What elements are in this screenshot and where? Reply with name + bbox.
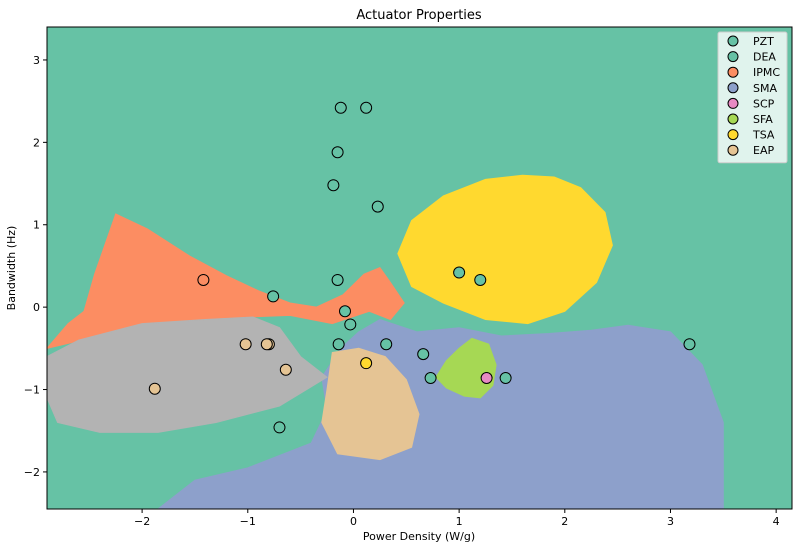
point-pzt-2 <box>331 146 344 159</box>
y-tick-label: 0 <box>33 301 40 314</box>
point-eap-3 <box>279 363 292 376</box>
point-pzt-8 <box>344 318 357 331</box>
point-scp-0 <box>480 371 493 384</box>
legend-marker-tsa <box>727 129 739 141</box>
y-tick-label: −1 <box>24 384 40 397</box>
point-pzt-3 <box>327 179 340 192</box>
point-pzt-0 <box>334 101 347 114</box>
region-eap_gray <box>47 316 328 433</box>
point-pzt-4 <box>371 200 384 213</box>
legend-marker-eap <box>727 144 739 156</box>
point-pzt-9 <box>332 338 345 351</box>
region-sfa <box>435 337 497 399</box>
point-pzt-12 <box>683 338 696 351</box>
legend-marker-dea <box>727 51 739 63</box>
y-axis-ticks: −2 −1 0 1 2 3 <box>24 54 47 479</box>
point-dea-3 <box>499 371 512 384</box>
x-tick-label: −2 <box>134 515 150 528</box>
x-tick-label: 4 <box>773 515 780 528</box>
legend-marker-scp <box>727 97 739 109</box>
y-tick-label: 2 <box>33 136 40 149</box>
point-pzt-5 <box>331 273 344 286</box>
x-tick-label: 3 <box>667 515 674 528</box>
point-pzt-1 <box>360 101 373 114</box>
y-axis-label: Bandwidth (Hz) <box>5 226 18 311</box>
legend-label-pzt: PZT <box>753 35 774 48</box>
chart-title: Actuator Properties <box>356 8 482 23</box>
legend-label-ipmc: IPMC <box>753 66 780 79</box>
legend-label-scp: SCP <box>753 97 775 110</box>
region-sma <box>157 318 724 509</box>
point-ipmc-0 <box>197 273 210 286</box>
point-dea-2 <box>424 371 437 384</box>
legend: PZT DEA IPMC SMA SCP SFA TSA EAP <box>717 31 788 164</box>
x-axis-label: Power Density (W/g) <box>363 530 475 543</box>
point-eap-0 <box>239 338 252 351</box>
x-tick-label: 1 <box>456 515 463 528</box>
plot-frame <box>46 26 793 510</box>
legend-label-dea: DEA <box>753 51 776 64</box>
y-tick-label: −2 <box>24 466 40 479</box>
legend-marker-sfa <box>727 113 739 125</box>
x-tick-label: 2 <box>561 515 568 528</box>
legend-label-tsa: TSA <box>752 129 775 142</box>
legend-marker-sma <box>727 82 739 94</box>
legend-label-sfa: SFA <box>753 113 773 126</box>
legend-marker-ipmc <box>727 66 739 78</box>
region-eap <box>321 347 420 461</box>
point-pzt-11 <box>474 273 487 286</box>
point-dea-1 <box>380 338 393 351</box>
point-tsa-0 <box>360 357 373 370</box>
point-pzt-10 <box>453 266 466 279</box>
y-tick-label: 1 <box>33 219 40 232</box>
legend-label-eap: EAP <box>753 144 774 157</box>
point-pzt-7 <box>339 305 351 318</box>
y-tick-label: 3 <box>33 54 40 67</box>
region-tsa <box>397 174 613 325</box>
point-eap-2 <box>260 338 273 351</box>
x-tick-label: −1 <box>240 515 256 528</box>
legend-label-sma: SMA <box>753 82 777 95</box>
point-dea-0 <box>273 421 286 434</box>
point-eap-4 <box>148 382 161 395</box>
data-points <box>148 101 696 434</box>
point-pzt-13 <box>417 348 430 361</box>
legend-marker-pzt <box>727 35 739 47</box>
decision-regions <box>47 174 724 509</box>
x-tick-label: 0 <box>350 515 357 528</box>
x-axis-ticks: −2 −1 0 1 2 3 4 <box>134 509 780 528</box>
point-pzt-6 <box>267 290 280 303</box>
